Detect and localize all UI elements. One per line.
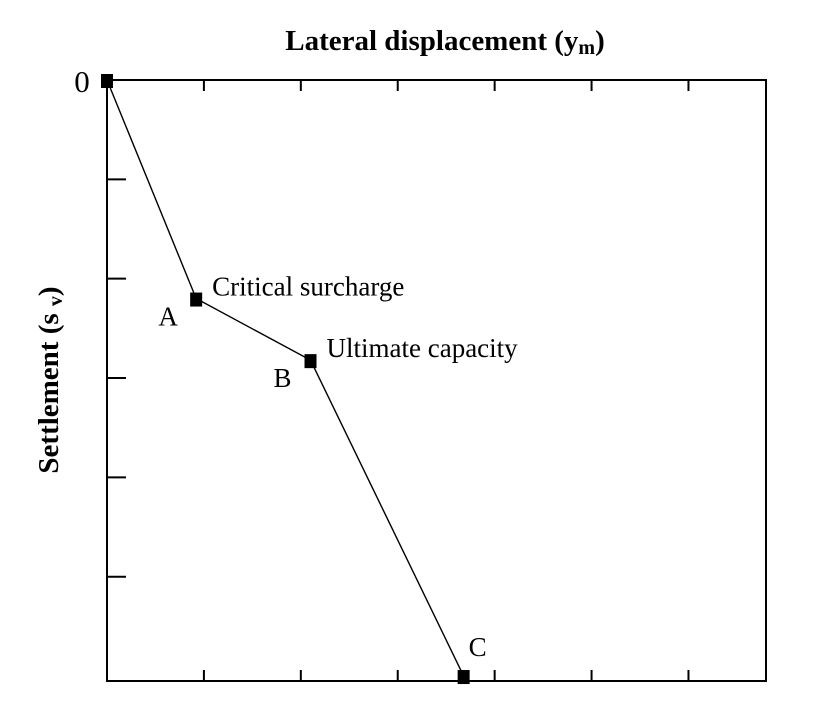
data-point-origin (101, 74, 113, 88)
point-label-c: C (469, 632, 487, 662)
data-point-a (190, 292, 203, 307)
chart-title: Lateral displacement (ym) (285, 25, 605, 59)
y-axis-label: Settlement (s v) (33, 286, 67, 473)
ticks-group (107, 80, 690, 681)
point-label-b: B (274, 363, 292, 393)
point-label-a: A (158, 302, 178, 332)
annotation-b: Ultimate capacity (327, 333, 519, 363)
origin-label: 0 (74, 64, 90, 99)
series-line-1 (106, 79, 465, 677)
annotation-a: Critical surcharge (212, 272, 404, 302)
data-point-b (304, 354, 317, 369)
point-labels-group: A Critical surcharge B Ultimate capacity C (158, 272, 518, 662)
y-axis-label-close: ) (33, 286, 65, 296)
chart-title-close: ) (595, 25, 605, 57)
chart-title-main: Lateral displacement (y (285, 25, 579, 57)
markers-group (101, 74, 470, 685)
series-group (106, 79, 465, 677)
y-axis-label-subscript: v (45, 296, 67, 306)
y-axis-label-main: Settlement (s (33, 306, 65, 474)
data-point-c (457, 670, 470, 685)
chart-title-subscript: m (578, 37, 595, 59)
plot-frame (106, 79, 767, 682)
